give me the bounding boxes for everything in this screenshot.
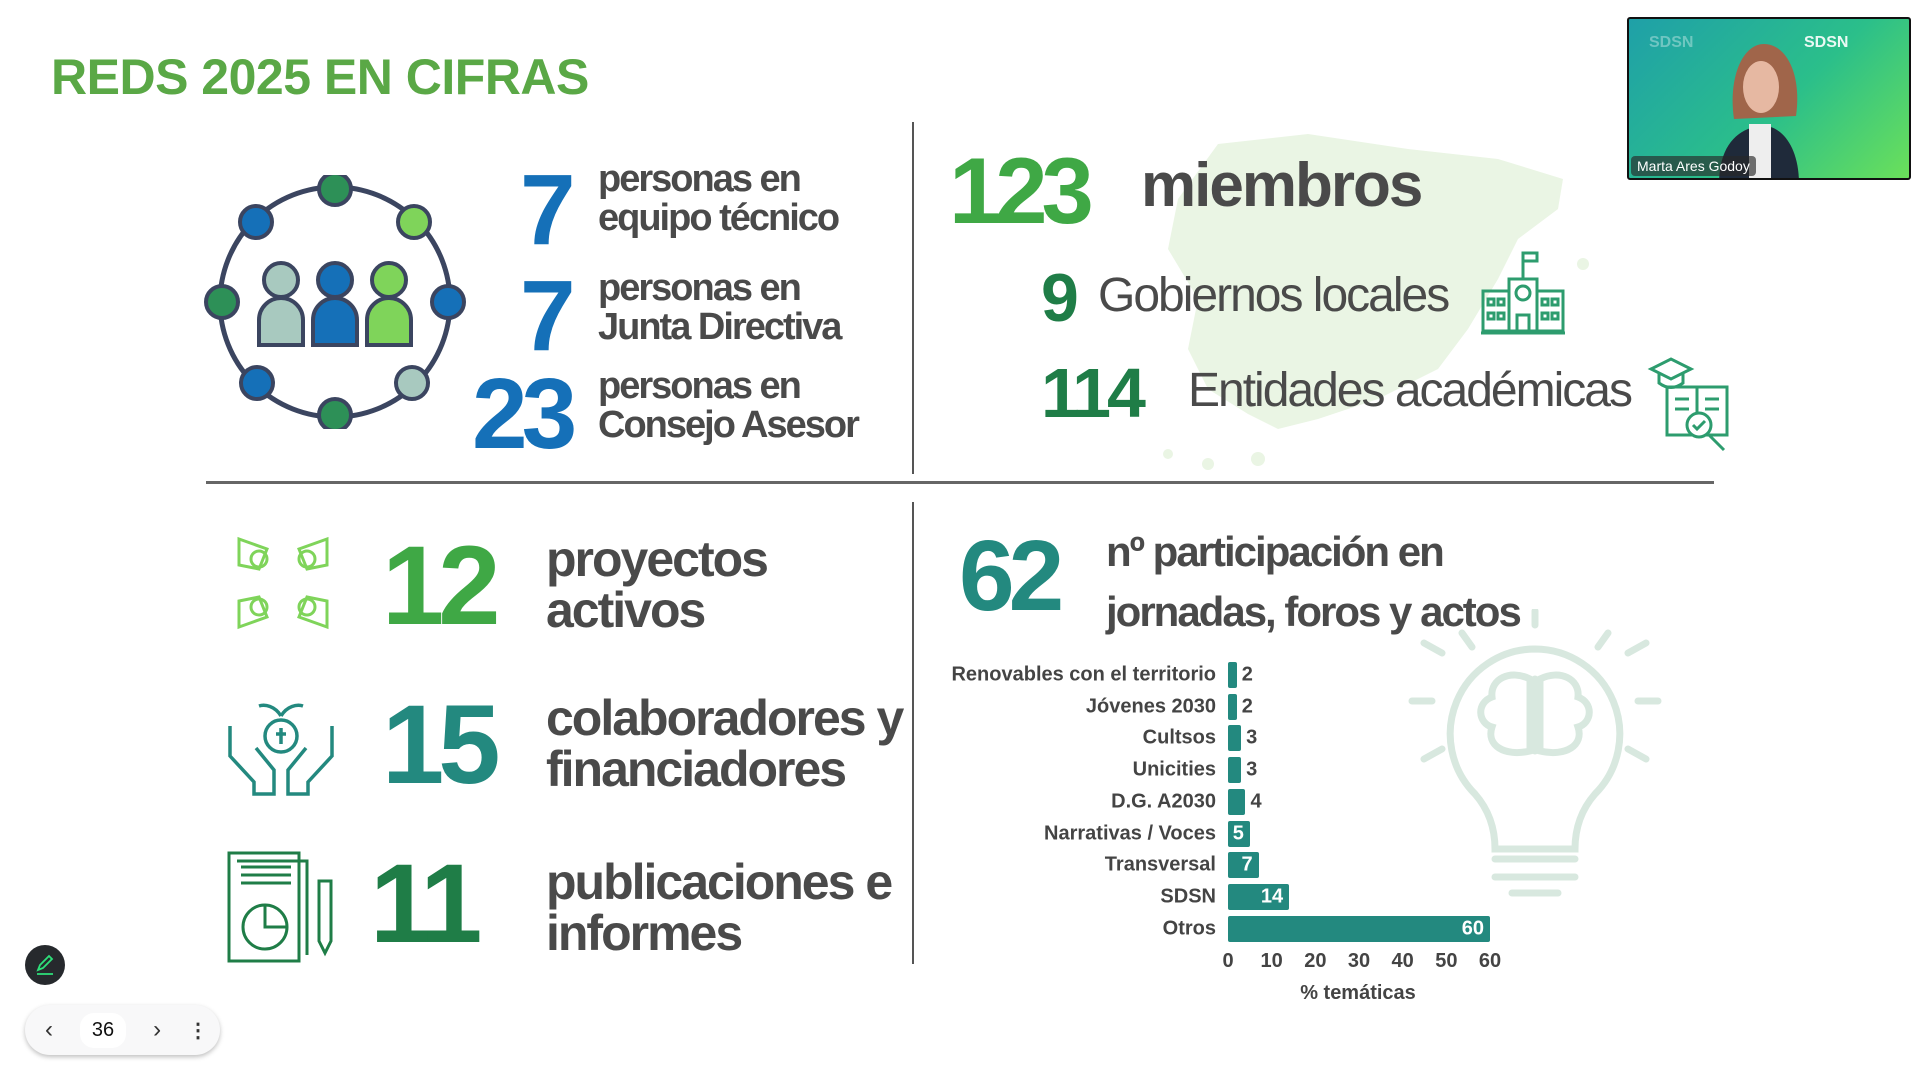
participant-name: Marta Ares Godoy: [1631, 156, 1756, 176]
chart-category-label: SDSN: [1160, 885, 1216, 908]
lightbulb-brain-icon: [1408, 609, 1662, 897]
chart-category-label: D.G. A2030: [1111, 790, 1216, 813]
label-line: equipo técnico: [598, 196, 840, 239]
video-tile[interactable]: SDSN SDSN Marta Ares Godoy: [1627, 17, 1911, 180]
label-line: financiadores: [546, 741, 847, 797]
projects-count: 12: [382, 523, 501, 648]
label-line: personas en: [598, 365, 802, 407]
chart-x-tick: 10: [1260, 950, 1283, 972]
academic-label: Entidades académicas: [1188, 364, 1633, 417]
chart-x-tick: 30: [1347, 950, 1371, 972]
annotate-pen-button[interactable]: [25, 945, 65, 985]
label-line: activos: [546, 582, 706, 638]
video-bg-brand: SDSN: [1804, 34, 1849, 51]
chart-category-label: Otros: [1162, 917, 1216, 940]
spain-map-icon: [1163, 134, 1589, 470]
divider-horizontal: [206, 481, 1714, 484]
team-tech-label: personas en equipo técnico: [598, 158, 840, 239]
next-slide-button[interactable]: ›: [153, 1016, 162, 1043]
chart-bar: [1228, 725, 1242, 752]
label-line: personas en: [598, 158, 802, 200]
chart-bar: [1228, 883, 1290, 910]
chart-category-label: Transversal: [1104, 853, 1216, 876]
local-gov-label: Gobiernos locales: [1098, 269, 1450, 322]
chart-value-label: 3: [1246, 758, 1258, 781]
team-council-count: 23: [472, 358, 577, 470]
chart-bar: [1228, 693, 1237, 720]
chart-bar: [1228, 820, 1250, 847]
chart-bar: [1228, 662, 1237, 688]
participation-label: nº participación en jornadas, foros y act…: [1106, 522, 1522, 642]
chart-category-label: Narrativas / Voces: [1044, 822, 1216, 844]
slide-navigation: ‹ 36 › ⋮: [25, 1005, 220, 1055]
chart-x-tick: 50: [1435, 950, 1458, 972]
team-council-label: personas en Consejo Asesor: [598, 365, 860, 446]
publications-document-icon: [227, 851, 333, 963]
projects-label: proyectos activos: [546, 531, 769, 638]
chart-x-tick: 40: [1391, 950, 1414, 972]
label-line: personas en: [598, 267, 802, 309]
local-gov-count: 9: [1041, 260, 1079, 336]
team-board-label: personas en Junta Directiva: [598, 267, 842, 348]
more-options-icon[interactable]: ⋮: [187, 1019, 208, 1042]
chart-bar: [1228, 852, 1259, 879]
chart-x-tick: 60: [1478, 950, 1502, 972]
label-line: Junta Directiva: [598, 305, 842, 348]
label-line: jornadas, foros y actos: [1106, 588, 1522, 635]
publications-label: publicaciones e informes: [546, 854, 893, 961]
chart-value-label: 4: [1250, 790, 1262, 813]
academic-count: 114: [1041, 354, 1146, 432]
chart-value-label: 5: [1232, 822, 1244, 844]
chart-value-label: 2: [1241, 663, 1253, 686]
chart-category-label: Unicities: [1132, 758, 1216, 781]
chart-category-label: Jóvenes 2030: [1085, 695, 1216, 718]
label-line: proyectos: [546, 531, 769, 587]
chart-x-tick: 0: [1222, 950, 1234, 972]
team-tech-count: 7: [520, 154, 576, 266]
label-line: Consejo Asesor: [598, 403, 860, 446]
chart-value-label: 2: [1241, 695, 1253, 718]
participation-count: 62: [959, 520, 1064, 632]
label-line: nº participación en: [1106, 528, 1445, 575]
chart-category-label: Cultsos: [1142, 726, 1216, 749]
members-count: 123: [949, 138, 1094, 243]
members-label: miembros: [1141, 151, 1423, 220]
chart-value-label: 3: [1246, 726, 1258, 749]
chart-bar: [1228, 915, 1490, 942]
label-line: colaboradores y: [546, 690, 904, 746]
slide-title: REDS 2025 EN CIFRAS: [51, 49, 589, 105]
collaborators-count: 15: [382, 682, 501, 807]
video-bg-brand: SDSN: [1649, 34, 1694, 51]
chart-category-label: Renovables con el territorio: [951, 663, 1216, 686]
label-line: informes: [546, 905, 743, 961]
chart-x-axis-label: % temáticas: [1300, 982, 1416, 1004]
money-hands-icon: [228, 703, 334, 796]
collaboration-hands-icon: [237, 536, 329, 630]
academic-book-icon: [1647, 357, 1729, 452]
divider-vertical-top: [912, 122, 914, 474]
divider-vertical-bottom: [912, 502, 914, 964]
team-board-count: 7: [520, 260, 576, 372]
town-hall-icon: [1481, 251, 1565, 335]
team-network-icon: [204, 175, 466, 429]
previous-slide-button[interactable]: ‹: [45, 1016, 53, 1043]
page-number[interactable]: 36: [79, 1012, 127, 1048]
chart-bar: [1228, 788, 1246, 815]
publications-count: 11: [370, 841, 482, 966]
pen-icon: [36, 954, 54, 975]
chart-value-label: 14: [1260, 885, 1284, 908]
chart-x-tick: 20: [1304, 950, 1327, 972]
chart-bar: [1228, 757, 1242, 784]
chart-value-label: 60: [1461, 917, 1484, 940]
label-line: publicaciones e: [546, 854, 893, 910]
collaborators-label: colaboradores y financiadores: [546, 690, 904, 797]
chart-value-label: 7: [1241, 853, 1253, 876]
